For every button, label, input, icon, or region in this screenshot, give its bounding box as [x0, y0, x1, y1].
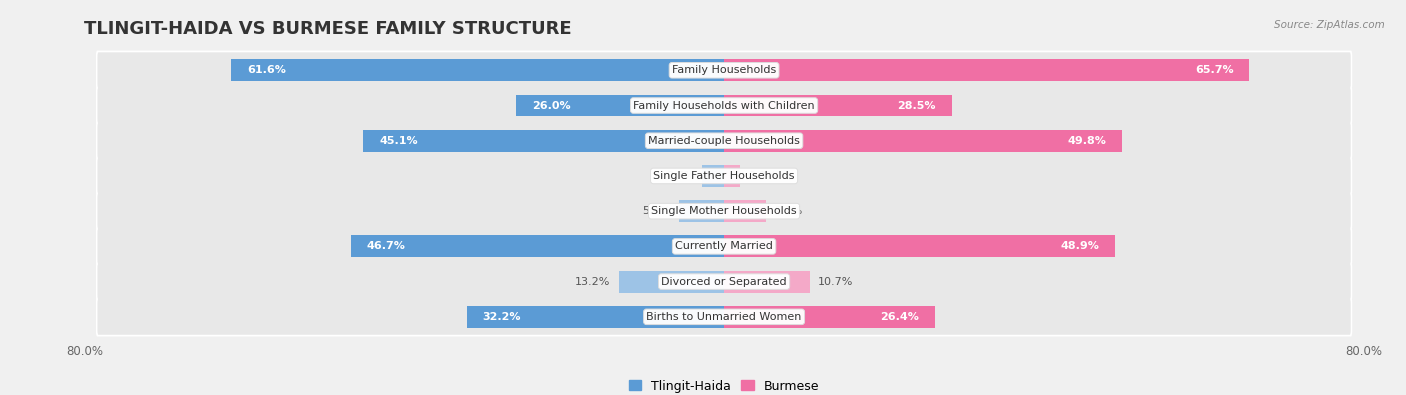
- Bar: [724, 200, 766, 222]
- FancyBboxPatch shape: [97, 158, 1351, 194]
- Text: 32.2%: 32.2%: [482, 312, 522, 322]
- FancyBboxPatch shape: [96, 297, 1353, 337]
- Text: 46.7%: 46.7%: [367, 241, 405, 251]
- FancyBboxPatch shape: [96, 262, 1353, 301]
- Text: 65.7%: 65.7%: [1195, 65, 1233, 75]
- Text: 61.6%: 61.6%: [247, 65, 287, 75]
- Text: 2.7%: 2.7%: [666, 171, 695, 181]
- Legend: Tlingit-Haida, Burmese: Tlingit-Haida, Burmese: [624, 375, 824, 395]
- Text: Source: ZipAtlas.com: Source: ZipAtlas.com: [1274, 20, 1385, 30]
- Bar: [516, 94, 724, 117]
- FancyBboxPatch shape: [97, 228, 1351, 264]
- FancyBboxPatch shape: [97, 88, 1351, 124]
- Text: 28.5%: 28.5%: [897, 100, 936, 111]
- FancyBboxPatch shape: [96, 51, 1353, 90]
- Bar: [724, 235, 1115, 257]
- Text: Married-couple Households: Married-couple Households: [648, 136, 800, 146]
- Text: Family Households: Family Households: [672, 65, 776, 75]
- Text: 48.9%: 48.9%: [1060, 241, 1099, 251]
- Text: Single Father Households: Single Father Households: [654, 171, 794, 181]
- Bar: [703, 165, 724, 187]
- Bar: [619, 271, 724, 293]
- FancyBboxPatch shape: [97, 299, 1351, 335]
- Bar: [724, 94, 952, 117]
- Bar: [724, 165, 740, 187]
- FancyBboxPatch shape: [96, 121, 1353, 160]
- Bar: [467, 306, 724, 328]
- Bar: [679, 200, 724, 222]
- Bar: [724, 271, 810, 293]
- Text: 13.2%: 13.2%: [575, 276, 610, 287]
- Text: 26.0%: 26.0%: [533, 100, 571, 111]
- Bar: [724, 306, 935, 328]
- FancyBboxPatch shape: [97, 123, 1351, 159]
- Text: 2.0%: 2.0%: [748, 171, 776, 181]
- Text: Single Mother Households: Single Mother Households: [651, 206, 797, 216]
- Bar: [724, 130, 1122, 152]
- Text: 5.3%: 5.3%: [775, 206, 803, 216]
- Text: TLINGIT-HAIDA VS BURMESE FAMILY STRUCTURE: TLINGIT-HAIDA VS BURMESE FAMILY STRUCTUR…: [84, 19, 572, 38]
- FancyBboxPatch shape: [96, 156, 1353, 196]
- Text: 5.7%: 5.7%: [643, 206, 671, 216]
- Bar: [363, 130, 724, 152]
- Bar: [232, 59, 724, 81]
- Text: 45.1%: 45.1%: [380, 136, 418, 146]
- Text: Births to Unmarried Women: Births to Unmarried Women: [647, 312, 801, 322]
- FancyBboxPatch shape: [96, 86, 1353, 125]
- FancyBboxPatch shape: [97, 193, 1351, 229]
- FancyBboxPatch shape: [96, 227, 1353, 266]
- FancyBboxPatch shape: [96, 192, 1353, 231]
- Text: 10.7%: 10.7%: [818, 276, 853, 287]
- FancyBboxPatch shape: [97, 52, 1351, 88]
- Text: Divorced or Separated: Divorced or Separated: [661, 276, 787, 287]
- Text: 49.8%: 49.8%: [1067, 136, 1107, 146]
- FancyBboxPatch shape: [97, 263, 1351, 299]
- Text: Family Households with Children: Family Households with Children: [633, 100, 815, 111]
- Text: 26.4%: 26.4%: [880, 312, 920, 322]
- Bar: [724, 59, 1250, 81]
- Text: Currently Married: Currently Married: [675, 241, 773, 251]
- Bar: [350, 235, 724, 257]
